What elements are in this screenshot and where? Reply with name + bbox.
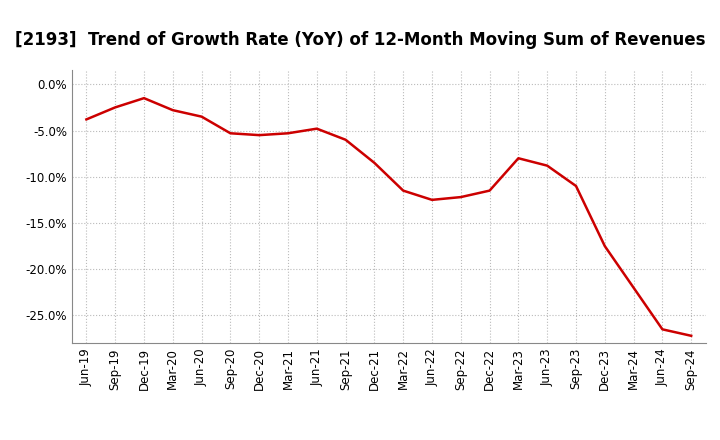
Text: [2193]  Trend of Growth Rate (YoY) of 12-Month Moving Sum of Revenues: [2193] Trend of Growth Rate (YoY) of 12-… bbox=[14, 31, 706, 49]
